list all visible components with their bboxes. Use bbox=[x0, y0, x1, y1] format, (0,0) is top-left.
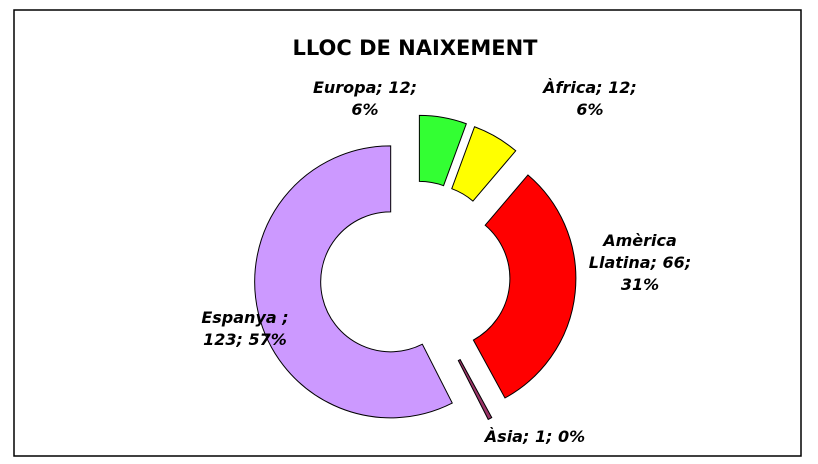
data-label-line: 31% bbox=[621, 275, 659, 294]
doughnut-slice bbox=[472, 174, 577, 399]
doughnut-slice bbox=[418, 114, 467, 187]
data-label-line: 123; 57% bbox=[203, 330, 287, 349]
data-label-line: Àfrica; 12; bbox=[541, 78, 637, 97]
doughnut-slice bbox=[451, 126, 517, 202]
data-label: Espanya ; 123; 57% bbox=[201, 308, 288, 349]
chart-title: LLOC DE NAIXEMENT bbox=[293, 36, 539, 60]
data-label-line: 6% bbox=[576, 100, 603, 119]
data-label: Europa; 12; 6% bbox=[313, 78, 417, 119]
data-label-line: Espanya ; bbox=[201, 308, 288, 327]
doughnut-slice bbox=[254, 145, 453, 419]
data-label-line: 6% bbox=[351, 100, 378, 119]
doughnut-slice bbox=[457, 358, 493, 421]
data-label-line: Amèrica bbox=[601, 231, 677, 250]
data-label: Àsia; 1; 0% bbox=[483, 427, 585, 446]
data-label: Àfrica; 12; 6% bbox=[541, 78, 637, 119]
data-label: Amèrica Llatina; 66; 31% bbox=[589, 231, 691, 294]
data-label-line: Europa; 12; bbox=[313, 78, 417, 97]
data-label-line: Llatina; 66; bbox=[589, 253, 691, 272]
data-label-line: Àsia; 1; 0% bbox=[483, 427, 585, 446]
